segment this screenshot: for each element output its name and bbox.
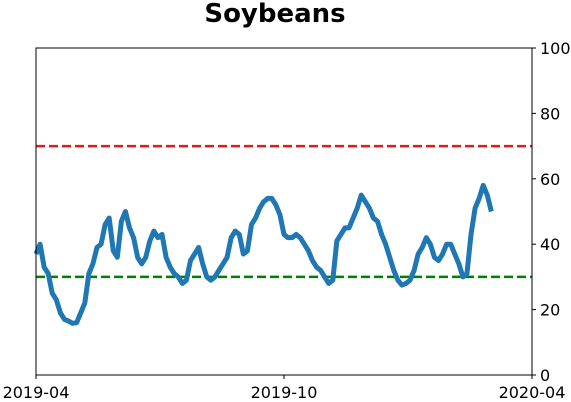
- y-tick-label: 20: [540, 301, 560, 320]
- chart-title: Soybeans: [204, 0, 345, 29]
- y-tick-label: 60: [540, 170, 560, 189]
- y-tick-label: 0: [540, 366, 550, 385]
- y-tick-label: 40: [540, 235, 560, 254]
- x-tick-label: 2019-10: [251, 383, 318, 402]
- series-line-0: [33, 182, 494, 326]
- y-tick-label: 100: [540, 39, 571, 58]
- y-tick-label: 80: [540, 104, 560, 123]
- y-axis: 0 20 40 60 80 100: [532, 39, 571, 385]
- x-tick-label: 2020-04: [499, 383, 566, 402]
- reference-lines: [36, 144, 532, 279]
- plot-frame: [35, 47, 533, 376]
- x-axis: 2019-04 2019-10 2020-04: [3, 375, 566, 402]
- x-tick-label: 2019-04: [3, 383, 70, 402]
- series-group: [33, 182, 494, 326]
